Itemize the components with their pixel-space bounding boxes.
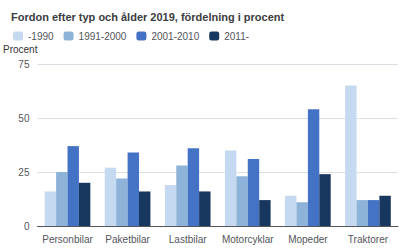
svg-text:Fordon efter typ och ålder 201: Fordon efter typ och ålder 2019, fördeln… <box>11 11 285 23</box>
svg-text:Procent: Procent <box>3 44 38 55</box>
svg-text:2011-: 2011- <box>224 31 249 42</box>
svg-text:Mopeder: Mopeder <box>288 234 328 245</box>
svg-text:25: 25 <box>18 167 30 178</box>
svg-text:Personbilar: Personbilar <box>42 234 93 245</box>
svg-text:Traktorer: Traktorer <box>348 234 389 245</box>
svg-text:50: 50 <box>18 113 30 124</box>
svg-text:0: 0 <box>24 221 30 232</box>
svg-text:2001-2010: 2001-2010 <box>151 31 199 42</box>
svg-text:75: 75 <box>18 59 30 70</box>
svg-text:Paketbilar: Paketbilar <box>105 234 150 245</box>
svg-text:-1990: -1990 <box>28 31 54 42</box>
svg-text:Motorcyklar: Motorcyklar <box>222 234 274 245</box>
svg-text:1991-2000: 1991-2000 <box>79 31 127 42</box>
svg-text:Lastbilar: Lastbilar <box>169 234 207 245</box>
